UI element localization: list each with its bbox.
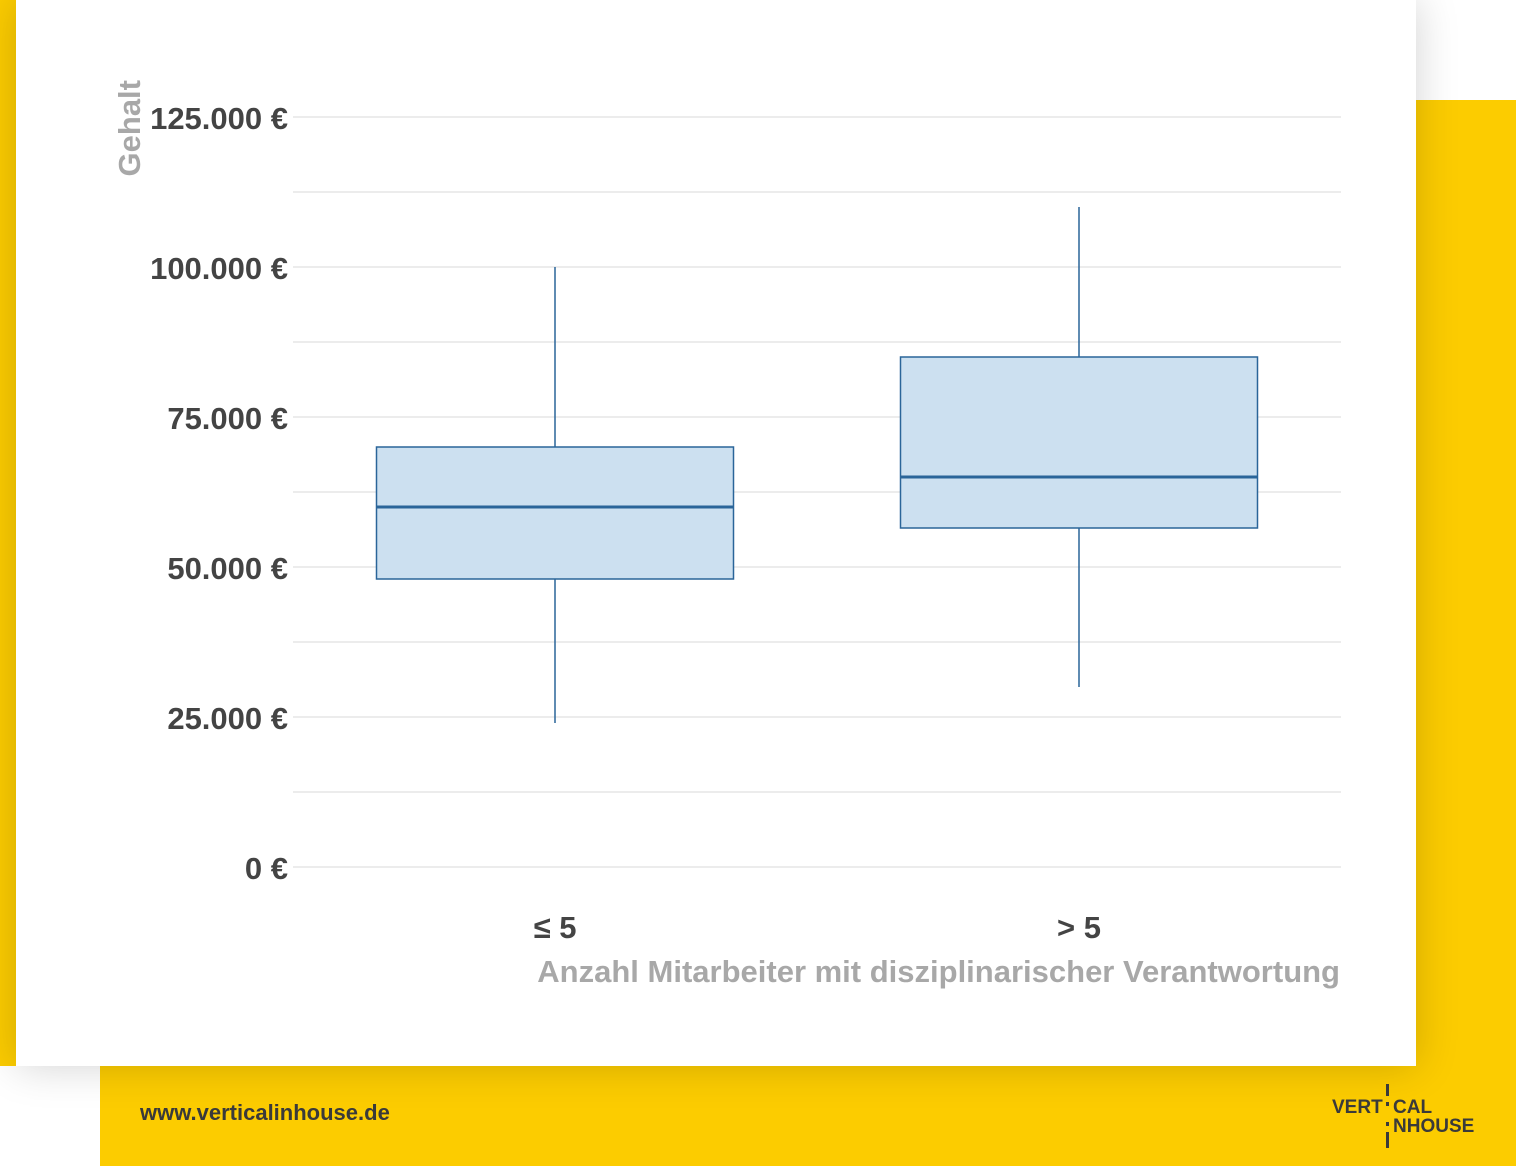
y-tick-label: 25.000 € bbox=[167, 701, 288, 736]
boxplot-chart: 0 € 25.000 € 50.000 € 75.000 € 100.000 € 125.… bbox=[112, 80, 1341, 989]
box-group bbox=[899, 207, 1259, 687]
footer-website-url[interactable]: www.verticalinhouse.de bbox=[140, 1100, 390, 1125]
box-group bbox=[375, 267, 735, 723]
y-tick-labels: 0 € 25.000 € 50.000 € 75.000 € 100.000 € 125.… bbox=[150, 101, 288, 886]
logo-text-cal: CAL bbox=[1393, 1097, 1432, 1118]
y-tick-label: 100.000 € bbox=[150, 251, 288, 286]
vertical-inhouse-logo: VERT CAL NHOUSE bbox=[1332, 1084, 1474, 1148]
y-tick-label: 0 € bbox=[245, 851, 288, 886]
y-axis-title: Gehalt bbox=[112, 80, 147, 176]
y-tick-label: 50.000 € bbox=[167, 551, 288, 586]
y-tick-label: 75.000 € bbox=[167, 401, 288, 436]
x-tick-label: ≤ 5 bbox=[534, 910, 577, 945]
logo-text-nhouse: NHOUSE bbox=[1393, 1116, 1474, 1137]
boxes bbox=[375, 207, 1259, 723]
iqr-box bbox=[375, 446, 735, 580]
yellow-left-stripe bbox=[0, 0, 16, 1066]
chart-card: 0 € 25.000 € 50.000 € 75.000 € 100.000 € 125.… bbox=[16, 0, 1416, 1066]
x-tick-labels: ≤ 5 > 5 bbox=[534, 910, 1101, 945]
y-tick-label: 125.000 € bbox=[150, 101, 288, 136]
x-tick-label: > 5 bbox=[1057, 910, 1101, 945]
logo-cross-icon bbox=[1386, 1084, 1389, 1148]
x-axis-title: Anzahl Mitarbeiter mit disziplinarischer… bbox=[537, 954, 1340, 989]
gridlines bbox=[293, 116, 1341, 868]
iqr-box bbox=[899, 356, 1259, 529]
logo-text-vert: VERT bbox=[1332, 1097, 1383, 1118]
